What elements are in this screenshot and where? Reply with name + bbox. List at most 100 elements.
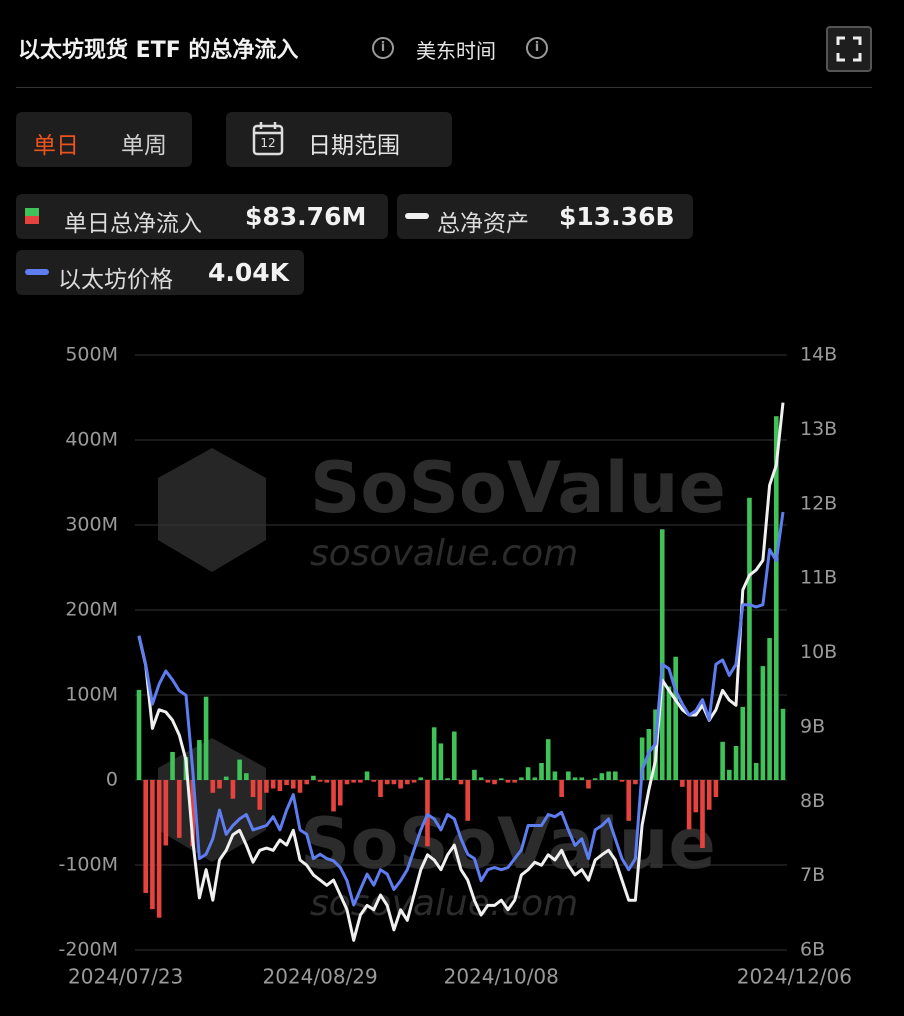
- legend-swatch: [25, 269, 49, 275]
- bar: [572, 777, 578, 780]
- bar: [351, 780, 356, 783]
- fullscreen-button[interactable]: [826, 26, 872, 72]
- watermark-url: sosovalue.com: [310, 533, 578, 574]
- date-range-button[interactable]: [226, 112, 452, 167]
- bar: [586, 780, 591, 789]
- legend-swatch: [25, 208, 39, 216]
- bar: [612, 771, 618, 780]
- bar: [217, 780, 222, 789]
- bar: [492, 780, 497, 785]
- bar: [498, 778, 504, 780]
- bar: [512, 780, 517, 783]
- y2-tick-label: 11B: [800, 567, 837, 589]
- bar: [579, 777, 585, 780]
- y-tick-label: -200M: [58, 939, 118, 961]
- tab-group: [16, 112, 192, 167]
- bar: [458, 780, 464, 785]
- bar: [297, 780, 303, 793]
- x-tick-label: 2024/07/23: [68, 965, 183, 989]
- legend-label: 总净资产: [437, 211, 529, 237]
- bar: [230, 780, 236, 799]
- bar: [317, 780, 323, 782]
- bar: [411, 780, 417, 783]
- x-tick-label: 2024/12/06: [737, 965, 852, 989]
- bar: [163, 780, 169, 846]
- bar: [284, 780, 289, 786]
- calendar-day: 12: [260, 136, 275, 150]
- y-tick-label: 100M: [65, 684, 118, 706]
- bar: [666, 686, 672, 780]
- bar: [619, 780, 625, 782]
- bar: [331, 780, 336, 812]
- bar: [472, 769, 477, 780]
- bar: [753, 763, 759, 780]
- legend-item[interactable]: 单日总净流入 $83.76M: [16, 194, 388, 239]
- legend-item[interactable]: 总净资产 $13.36B: [397, 194, 693, 239]
- legend-item[interactable]: 以太坊价格 4.04K: [16, 250, 304, 295]
- y2-tick-label: 8B: [800, 790, 825, 812]
- bar: [277, 780, 283, 792]
- bar: [505, 780, 511, 783]
- bar: [250, 780, 256, 797]
- bar: [264, 780, 269, 793]
- bar: [465, 780, 471, 821]
- y2-tick-label: 9B: [800, 715, 825, 737]
- bar: [378, 780, 383, 797]
- info-icon[interactable]: i: [526, 37, 548, 59]
- bar: [451, 731, 457, 780]
- bar: [156, 780, 162, 918]
- bar: [445, 778, 450, 780]
- bar: [324, 780, 330, 783]
- bar: [358, 780, 363, 783]
- tab-weekly[interactable]: 单周: [121, 133, 167, 159]
- line: [137, 511, 785, 907]
- x-tick-label: 2024/10/08: [444, 965, 559, 989]
- x-tick-label: 2024/08/29: [262, 965, 377, 989]
- y2-tick-label: 14B: [800, 344, 837, 366]
- watermark-brand: SoSoValue: [300, 803, 716, 885]
- bar: [170, 751, 175, 780]
- bar: [545, 739, 551, 780]
- bar: [371, 780, 377, 782]
- bar: [552, 771, 558, 780]
- info-icon[interactable]: i: [372, 37, 394, 59]
- bar: [438, 743, 444, 780]
- bar: [566, 771, 571, 780]
- bar: [767, 638, 772, 780]
- timezone: 美东时间: [416, 39, 496, 63]
- bar: [740, 706, 746, 780]
- bar: [713, 780, 719, 797]
- y2-tick-label: 10B: [800, 641, 837, 663]
- bar: [720, 741, 725, 780]
- bar: [203, 696, 209, 780]
- bar: [257, 780, 263, 810]
- bar: [197, 740, 202, 780]
- bar: [190, 780, 195, 847]
- y2-tick-label: 13B: [800, 418, 837, 440]
- bar: [680, 780, 685, 787]
- bar: [733, 746, 739, 780]
- tab-daily[interactable]: 单日: [33, 133, 79, 159]
- watermark-logo: [158, 448, 266, 862]
- y-tick-label: 0: [106, 769, 118, 791]
- bar: [760, 666, 766, 780]
- y-tick-label: -100M: [58, 854, 118, 876]
- bar: [519, 777, 524, 780]
- y-tick-label: 200M: [65, 599, 118, 621]
- bar: [773, 416, 779, 780]
- bar: [559, 780, 564, 797]
- bar: [599, 773, 605, 780]
- bar: [223, 776, 229, 780]
- bar: [780, 708, 786, 780]
- y2-tick-label: 7B: [800, 864, 825, 886]
- bar: [659, 529, 665, 780]
- bar: [364, 771, 370, 780]
- bar: [398, 780, 403, 789]
- bar: [136, 689, 142, 780]
- bar: [693, 780, 699, 813]
- title: 以太坊现货 ETF 的总净流入: [18, 38, 299, 63]
- bar: [485, 780, 491, 783]
- legend-label: 单日总净流入: [64, 211, 202, 237]
- bar: [747, 497, 752, 780]
- bar: [431, 727, 437, 780]
